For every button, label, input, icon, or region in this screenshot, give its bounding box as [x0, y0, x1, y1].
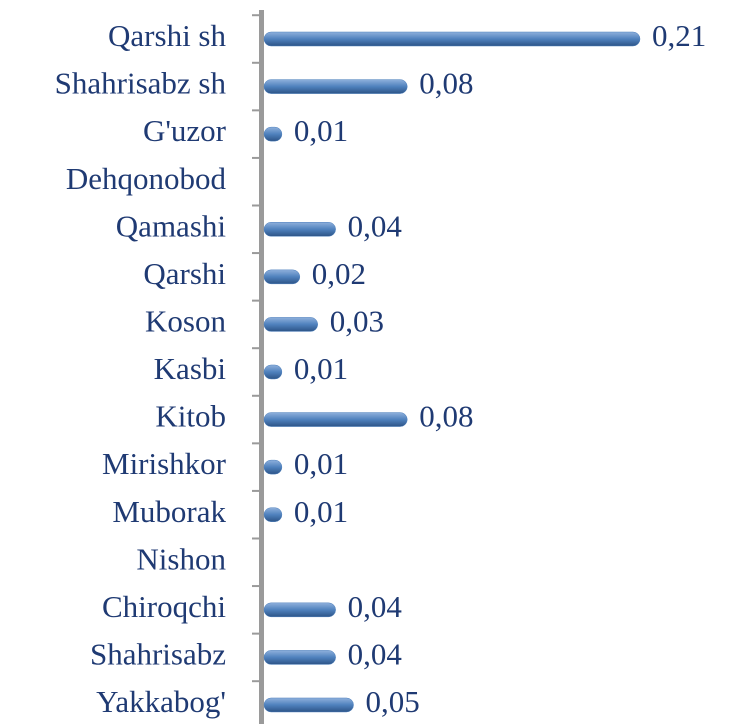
category-label: Dehqonobod [66, 161, 227, 196]
category-label: G'uzor [143, 113, 227, 148]
category-label: Shahrisabz sh [55, 66, 227, 101]
category-label: Nishon [136, 541, 226, 576]
value-label: 0,01 [294, 494, 348, 529]
value-label: 0,08 [419, 399, 473, 434]
value-label: 0,21 [652, 18, 706, 53]
category-label: Chiroqchi [102, 589, 226, 624]
bar [263, 269, 301, 285]
value-label: 0,04 [348, 589, 403, 624]
bar [263, 697, 354, 713]
category-label: Koson [145, 304, 226, 339]
bar [263, 317, 318, 332]
value-label: 0,01 [294, 351, 348, 386]
value-label: 0,02 [312, 256, 366, 291]
value-label: 0,03 [330, 304, 384, 339]
bar [263, 650, 336, 665]
value-label: 0,04 [348, 208, 403, 243]
bar [263, 31, 641, 47]
bar [263, 364, 283, 380]
category-label: Qamashi [116, 208, 227, 243]
axis-line [259, 10, 264, 724]
value-label: 0,01 [294, 113, 348, 148]
value-label: 0,04 [348, 637, 403, 672]
category-label: Qarshi [143, 256, 226, 291]
value-label: 0,05 [366, 684, 420, 719]
bar [263, 222, 336, 237]
bar [263, 79, 408, 94]
value-label: 0,01 [294, 446, 348, 481]
category-label: Shahrisabz [90, 637, 226, 672]
bar [263, 412, 408, 427]
bar [263, 507, 283, 522]
category-label: Kasbi [154, 351, 227, 386]
category-label: Muborak [112, 494, 226, 529]
bar [263, 459, 283, 475]
category-label: Mirishkor [102, 446, 227, 481]
category-label: Yakkabog' [96, 684, 226, 719]
value-label: 0,08 [419, 66, 473, 101]
bar [263, 602, 336, 618]
bar [263, 126, 283, 142]
category-label: Qarshi sh [108, 18, 226, 53]
category-label: Kitob [155, 399, 226, 434]
